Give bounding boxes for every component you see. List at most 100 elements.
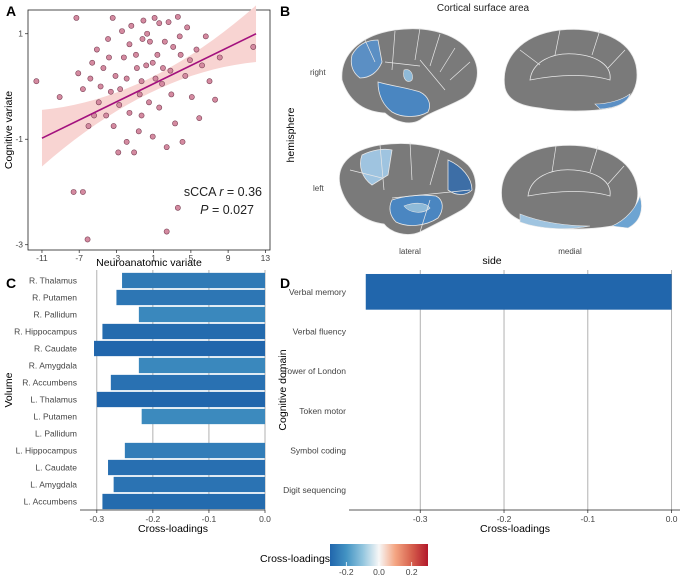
category-label-r-caudate: R. Caudate: [34, 344, 77, 354]
category-label-token-motor: Token motor: [299, 406, 346, 416]
bar-r-amygdala: [138, 357, 265, 374]
scatter-point: [147, 38, 153, 45]
scatter-point: [87, 75, 94, 82]
panel-letter-b: B: [280, 3, 290, 19]
category-label-symbol-coding: Symbol coding: [290, 446, 346, 456]
brain-row-title: hemisphere: [285, 107, 297, 162]
scatter-point: [156, 20, 163, 27]
scatter-point: [133, 65, 140, 71]
volume-x-title: Cross-loadings: [138, 523, 208, 535]
scatter-x-tick-label: 5: [189, 253, 194, 263]
scatter-point: [70, 189, 77, 195]
brain-row-right: right: [310, 68, 326, 77]
cognitive-domain-x-tick-label: -0.2: [497, 514, 512, 524]
brain-right-lateral: [341, 27, 478, 124]
scatter-point: [95, 99, 102, 106]
scatter-point: [182, 73, 189, 79]
scatter-point: [167, 67, 174, 74]
scatter-point: [123, 75, 130, 82]
scatter-x-tick-label: -3: [113, 253, 121, 263]
scatter-point: [80, 86, 86, 93]
scatter-point: [196, 115, 203, 122]
cognitive-domain-x-tick-label: 0.0: [666, 514, 678, 524]
scatter-point: [116, 102, 123, 108]
scatter-point: [159, 80, 165, 87]
scatter-point: [126, 109, 133, 116]
regression-line: [41, 33, 257, 139]
scatter-point: [105, 36, 111, 42]
left-lateral-parietal-region: [360, 148, 393, 186]
scatter-point: [97, 83, 104, 90]
scatter-point: [163, 144, 170, 151]
category-label-l-thalamus: L. Thalamus: [30, 395, 77, 405]
scatter-point: [163, 228, 170, 235]
scatter-x-tick-label: -11: [36, 253, 48, 263]
scatter-point: [80, 189, 86, 195]
left-lateral-insula-region: [403, 202, 431, 213]
scatter-point: [250, 44, 257, 50]
bar-r-accumbens: [110, 374, 265, 391]
panel-letter-c: C: [6, 275, 16, 291]
bar-l-accumbens: [102, 493, 265, 510]
scatter-point: [179, 138, 186, 145]
scatter-y-tick-label: -3: [15, 240, 23, 250]
category-label-r-pallidum: R. Pallidum: [34, 310, 77, 320]
panel-letter-a: A: [6, 3, 16, 19]
brain-title: Cortical surface area: [437, 3, 530, 14]
volume-x-tick-label: -0.1: [202, 514, 217, 524]
scatter-point: [165, 19, 172, 26]
bar-l-hippocampus: [124, 442, 266, 459]
right-medial-sulci: [519, 29, 626, 69]
panel-letter-d: D: [280, 275, 290, 291]
scatter-x-title: Neuroanatomic variate: [96, 257, 202, 269]
brain-col-title: side: [482, 255, 501, 267]
scatter-point: [109, 15, 116, 21]
category-label-l-amygdala: L. Amygdala: [30, 480, 77, 490]
scatter-point: [119, 28, 125, 34]
scatter-y-title: Cognitive variate: [3, 91, 15, 169]
category-label-verbal-fluency: Verbal fluency: [293, 327, 347, 337]
legend-tick-label: 0.2: [406, 567, 418, 575]
category-label-l-putamen: L. Putamen: [34, 412, 78, 422]
scatter-y-tick-label: -1: [15, 134, 23, 144]
brain-col-medial: medial: [558, 247, 582, 256]
category-label-l-accumbens: L. Accumbens: [24, 497, 77, 507]
left-medial-occipital-region: [610, 194, 642, 229]
scatter-point: [133, 51, 139, 58]
category-label-l-hippocampus: L. Hippocampus: [16, 446, 77, 456]
left-lateral-sulci: [349, 141, 471, 233]
scatter-point: [123, 138, 130, 145]
scatter-point: [161, 38, 168, 45]
scatter-point: [144, 30, 151, 37]
category-label-r-amygdala: R. Amygdala: [29, 361, 77, 371]
brain-left-medial: [501, 144, 642, 230]
volume-y-title: Volume: [3, 372, 15, 407]
scatter-point: [103, 112, 110, 119]
scatter-y-tick-label: 1: [18, 29, 23, 39]
category-label-r-accumbens: R. Accumbens: [22, 378, 77, 388]
scatter-point: [188, 94, 195, 100]
scatter-point: [100, 65, 107, 71]
scatter-point: [174, 204, 181, 211]
bar-l-thalamus: [96, 391, 266, 408]
scatter-point: [193, 46, 200, 53]
scatter-point: [139, 36, 146, 42]
scatter-point: [206, 78, 213, 85]
cognitive-domain-x-tick-label: -0.3: [413, 514, 428, 524]
scca-annotation: sCCA r = 0.36: [184, 185, 262, 199]
scatter-x-tick-label: -7: [75, 253, 83, 263]
scatter-point: [156, 104, 163, 111]
cognitive-y-title: Cognitive domain: [277, 349, 289, 430]
scatter-point: [138, 78, 145, 85]
right-lateral-sulci: [364, 27, 471, 91]
scatter-point: [170, 44, 177, 50]
scatter-point: [202, 33, 209, 40]
legend-tick-label: 0.0: [373, 567, 385, 575]
scatter-point: [135, 128, 142, 135]
scatter-frame: [27, 9, 271, 251]
category-label-r-putamen: R. Putamen: [32, 293, 77, 303]
scatter-point: [154, 51, 161, 58]
bar-r-pallidum: [138, 306, 265, 323]
category-label-r-hippocampus: R. Hippocampus: [14, 327, 77, 337]
scatter-point: [212, 96, 218, 103]
